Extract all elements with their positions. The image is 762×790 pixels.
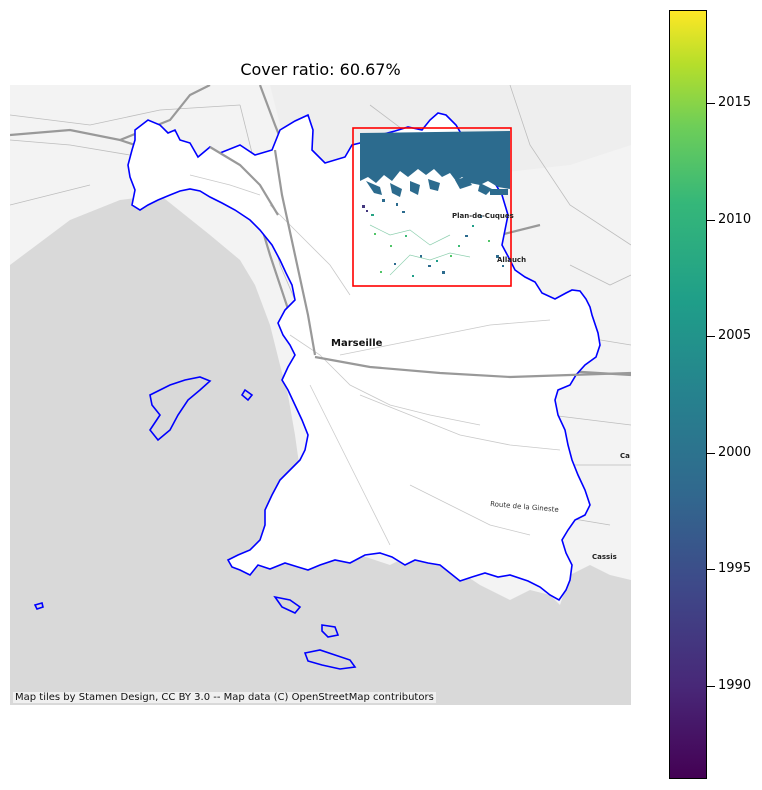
colorbar-tick-mark — [707, 336, 715, 338]
city-highways — [209, 146, 631, 379]
map-svg — [10, 85, 631, 705]
coverage-bbox — [352, 127, 512, 287]
colorbar-tick-mark — [707, 219, 715, 221]
map-area[interactable] — [10, 85, 631, 705]
label-plan-de-cuques: Plan-de-Cuques — [452, 212, 514, 220]
coverage-raster — [360, 131, 510, 277]
colorbar — [669, 10, 707, 779]
label-marseille: Marseille — [331, 338, 383, 349]
colorbar-tick-label: 2005 — [718, 328, 752, 344]
label-edge-town: Ca — [620, 452, 630, 460]
boundary-islands — [33, 376, 357, 670]
colorbar-tick-label: 2010 — [718, 211, 752, 227]
colorbar-tick-label: 2000 — [718, 444, 752, 460]
map-attribution: Map tiles by Stamen Design, CC BY 3.0 --… — [13, 692, 436, 703]
colorbar-tick-label: 2015 — [718, 95, 752, 111]
colorbar-tick-mark — [707, 569, 715, 571]
bbox-roads — [369, 224, 471, 276]
colorbar-tick-mark — [707, 685, 715, 687]
label-cassis: Cassis — [592, 553, 617, 561]
colorbar-tick-mark — [707, 103, 715, 105]
colorbar-tick-mark — [707, 452, 715, 454]
label-allauch: Allauch — [497, 256, 527, 264]
colorbar-tick-label: 1990 — [718, 677, 752, 693]
plot-title: Cover ratio: 60.67% — [240, 60, 401, 79]
colorbar-tick-label: 1995 — [718, 561, 752, 577]
city-boundary — [127, 112, 601, 602]
